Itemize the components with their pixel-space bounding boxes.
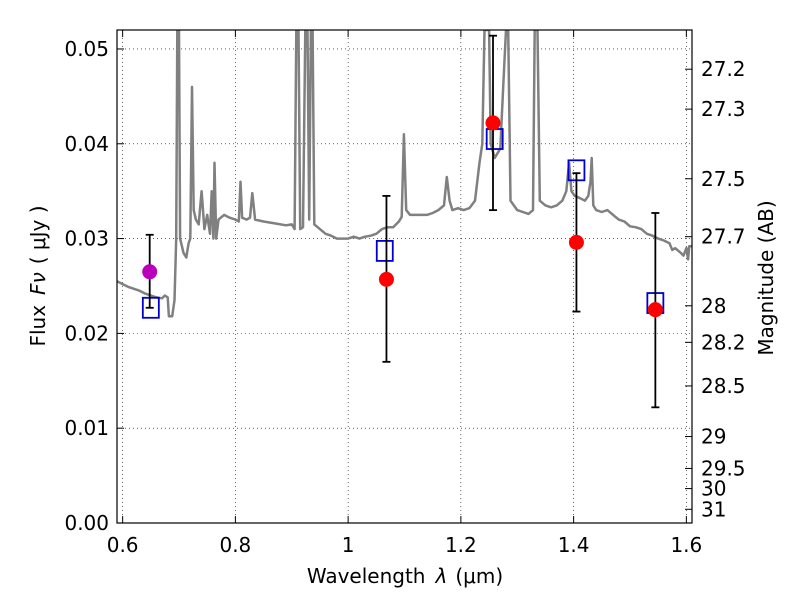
right-tick-label: 27.2 [701,57,746,81]
observed-point [568,234,584,250]
model-point-square [141,296,160,319]
axis-ticks: 0.6 0.8 1 1.2 1.4 1.6 0.00 0.01 0.02 0.03 0.04 0.05… [64,30,746,557]
y-tick-label: 0.00 [64,511,109,535]
observed-point [647,302,663,318]
right-tick-label: 27.7 [701,225,746,249]
grid-lines [117,30,692,524]
right-tick-label: 28 [701,294,726,318]
model-point-square [375,240,394,262]
right-tick-label: 27.3 [701,97,746,121]
observed-point [378,271,394,287]
x-tick-label: 1.2 [445,533,477,557]
y-tick-label: 0.03 [64,227,109,251]
y-tick-label: 0.01 [64,416,109,440]
right-axis-label: Magnitude (AB) [754,200,778,355]
right-tick-label: 29 [701,425,726,449]
x-tick-label: 0.8 [219,533,251,557]
observed-points-layer [142,34,663,409]
observed-point [485,115,501,131]
y-tick-label: 0.04 [64,132,109,156]
x-tick-label: 1.6 [670,533,702,557]
right-tick-label: 28.5 [701,374,746,398]
x-axis-label: Wavelength λ (μm) [307,564,503,588]
right-tick-label: 31 [701,497,726,521]
model-spectrum-line [117,30,692,318]
x-tick-label: 1 [342,533,355,557]
observed-point [142,264,158,280]
y-tick-label: 0.02 [64,321,109,345]
x-tick-label: 1.4 [558,533,590,557]
x-tick-label: 0.6 [107,533,139,557]
model-spectrum-layer [117,30,692,318]
right-tick-label: 28.2 [701,330,746,354]
plot-frame [116,29,693,524]
right-tick-label: 27.5 [701,167,746,191]
y-tick-label: 0.05 [64,37,109,61]
right-tick-label: 29.5 [701,456,746,480]
y-axis-label: FluxFν( μJy ) [26,205,50,346]
right-tick-label: 30 [701,477,726,501]
